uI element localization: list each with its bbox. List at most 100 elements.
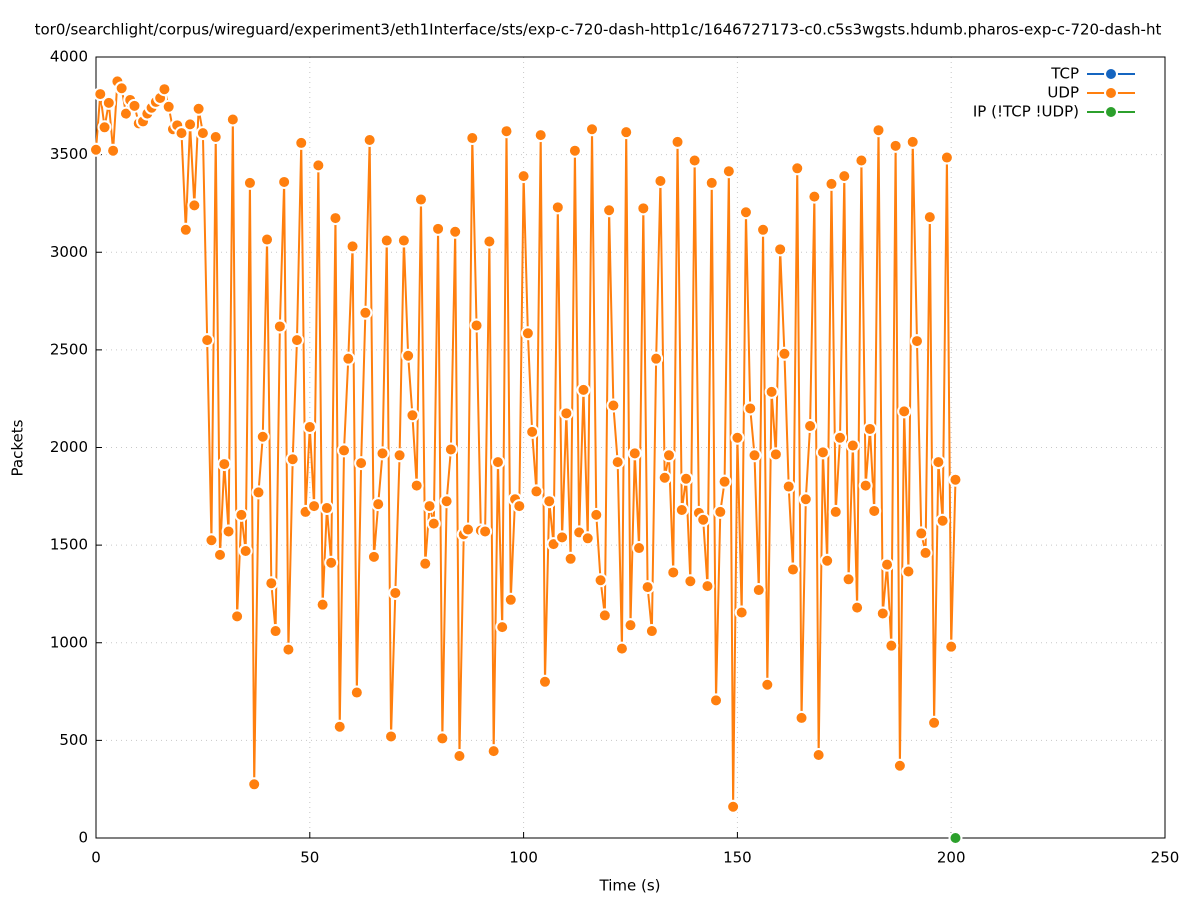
data-point — [713, 504, 728, 519]
data-point — [833, 430, 848, 445]
y-tick-label: 2000 — [50, 438, 88, 456]
y-tick-label: 0 — [78, 829, 88, 847]
data-point — [781, 479, 796, 494]
data-point — [687, 153, 702, 168]
data-point — [486, 744, 501, 759]
data-point — [375, 446, 390, 461]
data-point — [294, 135, 309, 150]
data-point — [563, 551, 578, 566]
x-tick-label: 50 — [300, 849, 319, 867]
data-point — [627, 446, 642, 461]
data-point — [640, 580, 655, 595]
data-point — [366, 549, 381, 564]
data-point — [495, 620, 510, 635]
data-point — [743, 401, 758, 416]
data-point — [644, 624, 659, 639]
y-tick-label: 1500 — [50, 536, 88, 554]
data-point — [302, 419, 317, 434]
data-point — [213, 547, 228, 562]
y-tick-label: 4000 — [50, 48, 88, 66]
data-point — [533, 128, 548, 143]
data-point — [405, 408, 420, 423]
data-point — [661, 448, 676, 463]
data-point — [285, 452, 300, 467]
data-point — [815, 445, 830, 460]
data-point — [499, 124, 514, 139]
data-point — [854, 153, 869, 168]
x-tick-label: 200 — [937, 849, 966, 867]
data-point — [277, 174, 292, 189]
data-point — [901, 564, 916, 579]
y-tick-label: 500 — [59, 731, 88, 749]
data-point — [674, 502, 689, 517]
data-point — [422, 499, 437, 514]
data-point — [289, 333, 304, 348]
data-point — [589, 507, 604, 522]
data-point — [247, 777, 262, 792]
data-point — [482, 234, 497, 249]
data-point — [632, 541, 647, 556]
data-point — [520, 326, 535, 341]
data-point — [935, 513, 950, 528]
series-line — [95, 78, 957, 807]
data-point — [803, 419, 818, 434]
data-point — [948, 831, 963, 845]
data-point — [914, 526, 929, 541]
data-point — [585, 122, 600, 137]
data-point — [157, 82, 172, 97]
data-point — [794, 710, 809, 725]
data-point — [875, 606, 890, 621]
data-point — [905, 134, 920, 149]
data-point — [324, 555, 339, 570]
data-point — [204, 533, 219, 548]
data-point — [657, 470, 672, 485]
data-point — [349, 685, 364, 700]
data-point — [234, 507, 249, 522]
data-point — [221, 524, 236, 539]
data-point — [238, 543, 253, 558]
data-point — [118, 106, 133, 121]
data-point — [679, 471, 694, 486]
data-point — [756, 222, 771, 237]
y-axis-label: Packets — [9, 419, 27, 476]
data-point — [537, 674, 552, 689]
data-point — [867, 503, 882, 518]
legend-label: TCP — [1050, 65, 1079, 83]
data-point — [341, 351, 356, 366]
data-point — [452, 748, 467, 763]
data-point — [747, 448, 762, 463]
data-point — [717, 474, 732, 489]
data-point — [785, 562, 800, 577]
data-point — [888, 138, 903, 153]
data-point — [871, 123, 886, 138]
data-point — [841, 572, 856, 587]
y-tick-label: 3000 — [50, 243, 88, 261]
data-point — [931, 455, 946, 470]
data-point — [392, 448, 407, 463]
data-point — [461, 522, 476, 537]
data-point — [738, 205, 753, 220]
data-point — [354, 456, 369, 471]
data-point — [764, 384, 779, 399]
legend-label: IP (!TCP !UDP) — [973, 103, 1079, 121]
data-point — [106, 143, 121, 158]
data-point — [850, 600, 865, 615]
data-point — [384, 729, 399, 744]
data-point — [337, 443, 352, 458]
data-point — [311, 158, 326, 173]
data-point — [623, 618, 638, 633]
data-point — [230, 609, 245, 624]
data-point — [567, 143, 582, 158]
data-point — [880, 557, 895, 572]
data-point — [948, 472, 963, 487]
data-point — [114, 81, 129, 96]
legend-marker — [1104, 86, 1118, 100]
data-point — [401, 348, 416, 363]
data-point — [798, 492, 813, 507]
data-point — [927, 715, 942, 730]
legend-marker — [1104, 67, 1118, 81]
data-point — [700, 579, 715, 594]
data-point — [127, 98, 142, 113]
data-point — [516, 169, 531, 184]
data-point — [696, 512, 711, 527]
